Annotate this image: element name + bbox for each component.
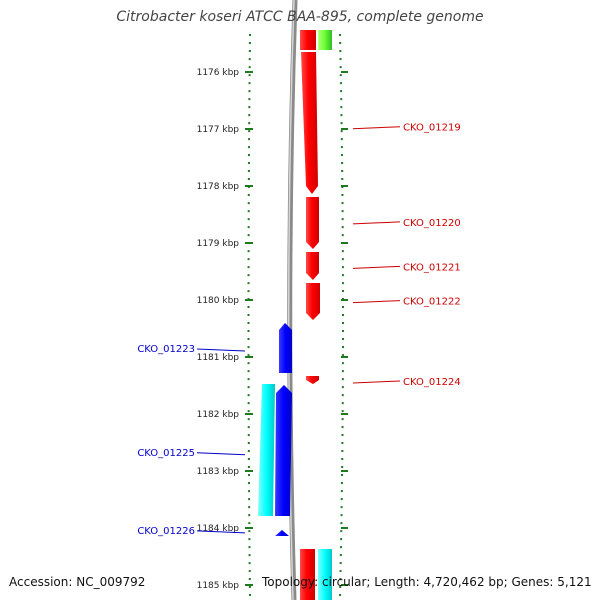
- gene-label-cko-01221[interactable]: CKO_01221: [403, 262, 461, 273]
- forward-gene-cko-01222: [306, 283, 320, 320]
- reverse-strand-guide: [247, 33, 251, 599]
- gene-label-cko-01223[interactable]: CKO_01223: [137, 344, 195, 355]
- ruler-label: 1178 kbp: [197, 182, 240, 192]
- gene-label-leader: [196, 348, 246, 352]
- gene-label-cko-01225[interactable]: CKO_01225: [137, 448, 195, 459]
- forward-gene-cko-01220: [306, 197, 319, 249]
- gene-label-leader: [352, 380, 401, 384]
- chromosome-backbone-highlight: [287, 0, 295, 600]
- ruler-label: 1182 kbp: [197, 410, 240, 420]
- ruler-label: 1180 kbp: [197, 296, 240, 306]
- gene-label-cko-01219[interactable]: CKO_01219: [403, 123, 461, 134]
- forward-gene-top-edge: [300, 30, 316, 50]
- reverse-gene-cyan: [258, 384, 275, 516]
- ruler-label: 1181 kbp: [197, 353, 240, 363]
- forward-gene-bottom-edge: [300, 549, 315, 600]
- gene-label-cko-01220[interactable]: CKO_01220: [403, 218, 461, 229]
- gene-label-cko-01224[interactable]: CKO_01224: [403, 377, 461, 388]
- gene-label-leader: [196, 530, 246, 534]
- forward-gene-cko-01219: [301, 52, 318, 194]
- topology-label: Topology: circular; Length: 4,720,462 bp…: [262, 575, 592, 589]
- ruler: 1176 kbp 1177 kbp 1178 kbp 1179 kbp 1180 kbp…: [197, 68, 348, 591]
- gene-label-leader: [196, 452, 246, 456]
- forward-strand-guide: [339, 33, 344, 599]
- chromosome-backbone: [287, 0, 298, 600]
- gene-label-leader: [352, 126, 401, 130]
- map-title: Citrobacter koseri ATCC BAA-895, complet…: [116, 9, 484, 25]
- reverse-gene-cko-01223: [279, 323, 292, 373]
- ruler-label: 1177 kbp: [197, 125, 240, 135]
- gene-label-leader: [352, 300, 401, 304]
- gene-label-leader: [352, 265, 401, 269]
- ruler-label: 1179 kbp: [197, 239, 240, 249]
- gene-label-cko-01222[interactable]: CKO_01222: [403, 297, 461, 308]
- forward-gene-cyan-bottom: [318, 549, 332, 600]
- ruler-label: 1184 kbp: [197, 524, 240, 534]
- gene-label-leader: [352, 221, 401, 225]
- gene-labels: CKO_01219 CKO_01220 CKO_01221 CKO_01222 CKO_…: [137, 123, 460, 537]
- ruler-label: 1185 kbp: [197, 581, 240, 591]
- gene-label-cko-01226[interactable]: CKO_01226: [137, 526, 195, 537]
- accession-label: Accession: NC_009792: [9, 575, 146, 589]
- ruler-label: 1183 kbp: [197, 467, 240, 477]
- reverse-gene-cko-01225: [275, 385, 292, 516]
- ruler-label: 1176 kbp: [197, 68, 240, 78]
- reverse-gene-cko-01226: [275, 530, 289, 536]
- forward-gene-cko-01221: [306, 252, 319, 280]
- forward-gene-green: [318, 30, 332, 50]
- forward-gene-cko-01224: [306, 376, 319, 384]
